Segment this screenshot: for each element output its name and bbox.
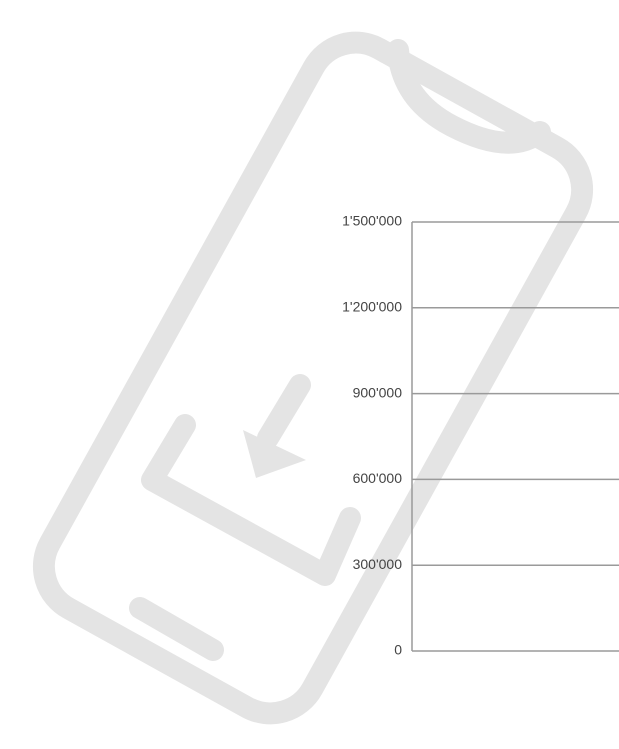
y-tick-label: 900'000 [353,384,403,400]
y-tick-label: 1'200'000 [342,299,402,315]
y-tick-label: 600'000 [353,470,403,486]
y-tick-label: 300'000 [353,556,403,572]
y-tick-label: 1'500'000 [342,213,402,229]
phone-illustration [32,31,594,725]
y-tick-label: 0 [394,642,402,658]
plot-area: 0 300'000 600'000 900'000 1'200'000 1'500'000 [342,213,619,658]
